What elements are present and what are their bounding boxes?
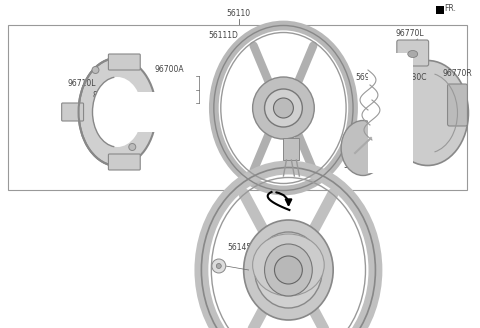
Text: FR.: FR.: [444, 4, 456, 13]
Ellipse shape: [264, 244, 312, 296]
FancyBboxPatch shape: [108, 154, 140, 170]
Polygon shape: [436, 6, 444, 14]
Bar: [368, 53, 413, 173]
Ellipse shape: [341, 120, 385, 175]
Ellipse shape: [274, 98, 293, 118]
Text: 56110: 56110: [227, 9, 251, 18]
Text: 84673B: 84673B: [93, 91, 122, 100]
Bar: [122, 92, 167, 132]
Text: 56130C: 56130C: [398, 73, 427, 82]
Text: 96770L: 96770L: [396, 29, 424, 38]
Ellipse shape: [79, 58, 156, 166]
Ellipse shape: [92, 67, 99, 73]
FancyBboxPatch shape: [447, 84, 468, 126]
Bar: [8, 25, 468, 190]
Ellipse shape: [264, 89, 302, 127]
Ellipse shape: [93, 77, 142, 147]
Ellipse shape: [252, 234, 324, 296]
Ellipse shape: [254, 232, 322, 308]
Text: 562038: 562038: [343, 161, 372, 170]
Text: 56111D: 56111D: [209, 31, 239, 40]
Bar: [284, 138, 300, 160]
Ellipse shape: [408, 51, 418, 57]
Text: 56991C: 56991C: [355, 73, 384, 82]
Text: 56145B: 56145B: [228, 243, 257, 252]
Ellipse shape: [212, 259, 226, 273]
Ellipse shape: [129, 144, 136, 151]
Ellipse shape: [252, 77, 314, 139]
Text: 96700A: 96700A: [154, 65, 184, 74]
Ellipse shape: [216, 263, 221, 269]
FancyBboxPatch shape: [397, 40, 429, 66]
FancyBboxPatch shape: [108, 54, 140, 70]
Text: 96770R: 96770R: [443, 69, 472, 78]
Text: 96710L: 96710L: [68, 79, 96, 88]
Ellipse shape: [244, 220, 333, 320]
FancyBboxPatch shape: [61, 103, 84, 121]
Ellipse shape: [275, 256, 302, 284]
Ellipse shape: [387, 60, 468, 166]
Text: 96710R: 96710R: [120, 103, 149, 112]
